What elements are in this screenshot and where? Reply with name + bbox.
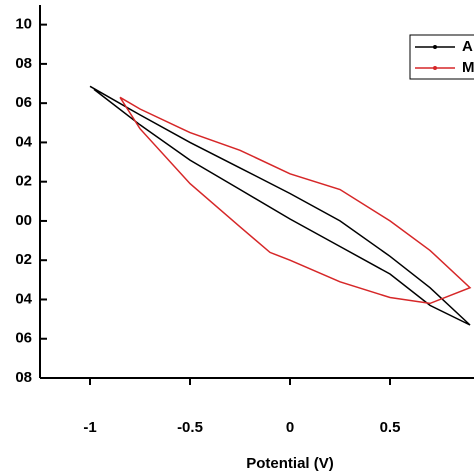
y-tick-label: 00: [15, 212, 32, 229]
x-tick-label: -0.5: [177, 419, 203, 436]
x-axis-label: Potential (V): [246, 455, 334, 472]
legend-marker: [433, 66, 437, 70]
x-tick-label: 0.5: [380, 419, 401, 436]
y-tick-label: 02: [15, 251, 32, 268]
y-tick-label: 06: [15, 330, 32, 347]
y-tick-label: 08: [15, 369, 32, 386]
y-tick-label: 10: [15, 16, 32, 33]
y-tick-label: 04: [15, 133, 32, 150]
y-tick-label: 08: [15, 55, 32, 72]
x-tick-label: -1: [83, 419, 96, 436]
legend-label: M: [462, 59, 474, 76]
legend-label: A: [462, 38, 473, 55]
legend-box: [409, 34, 474, 80]
y-tick-label: 06: [15, 94, 32, 111]
x-tick-label: 0: [286, 419, 294, 436]
y-tick-label: 02: [15, 173, 32, 190]
y-tick-label: 04: [15, 290, 32, 307]
data-line: [119, 96, 472, 305]
data-line: [89, 85, 471, 326]
legend-marker: [433, 45, 437, 49]
